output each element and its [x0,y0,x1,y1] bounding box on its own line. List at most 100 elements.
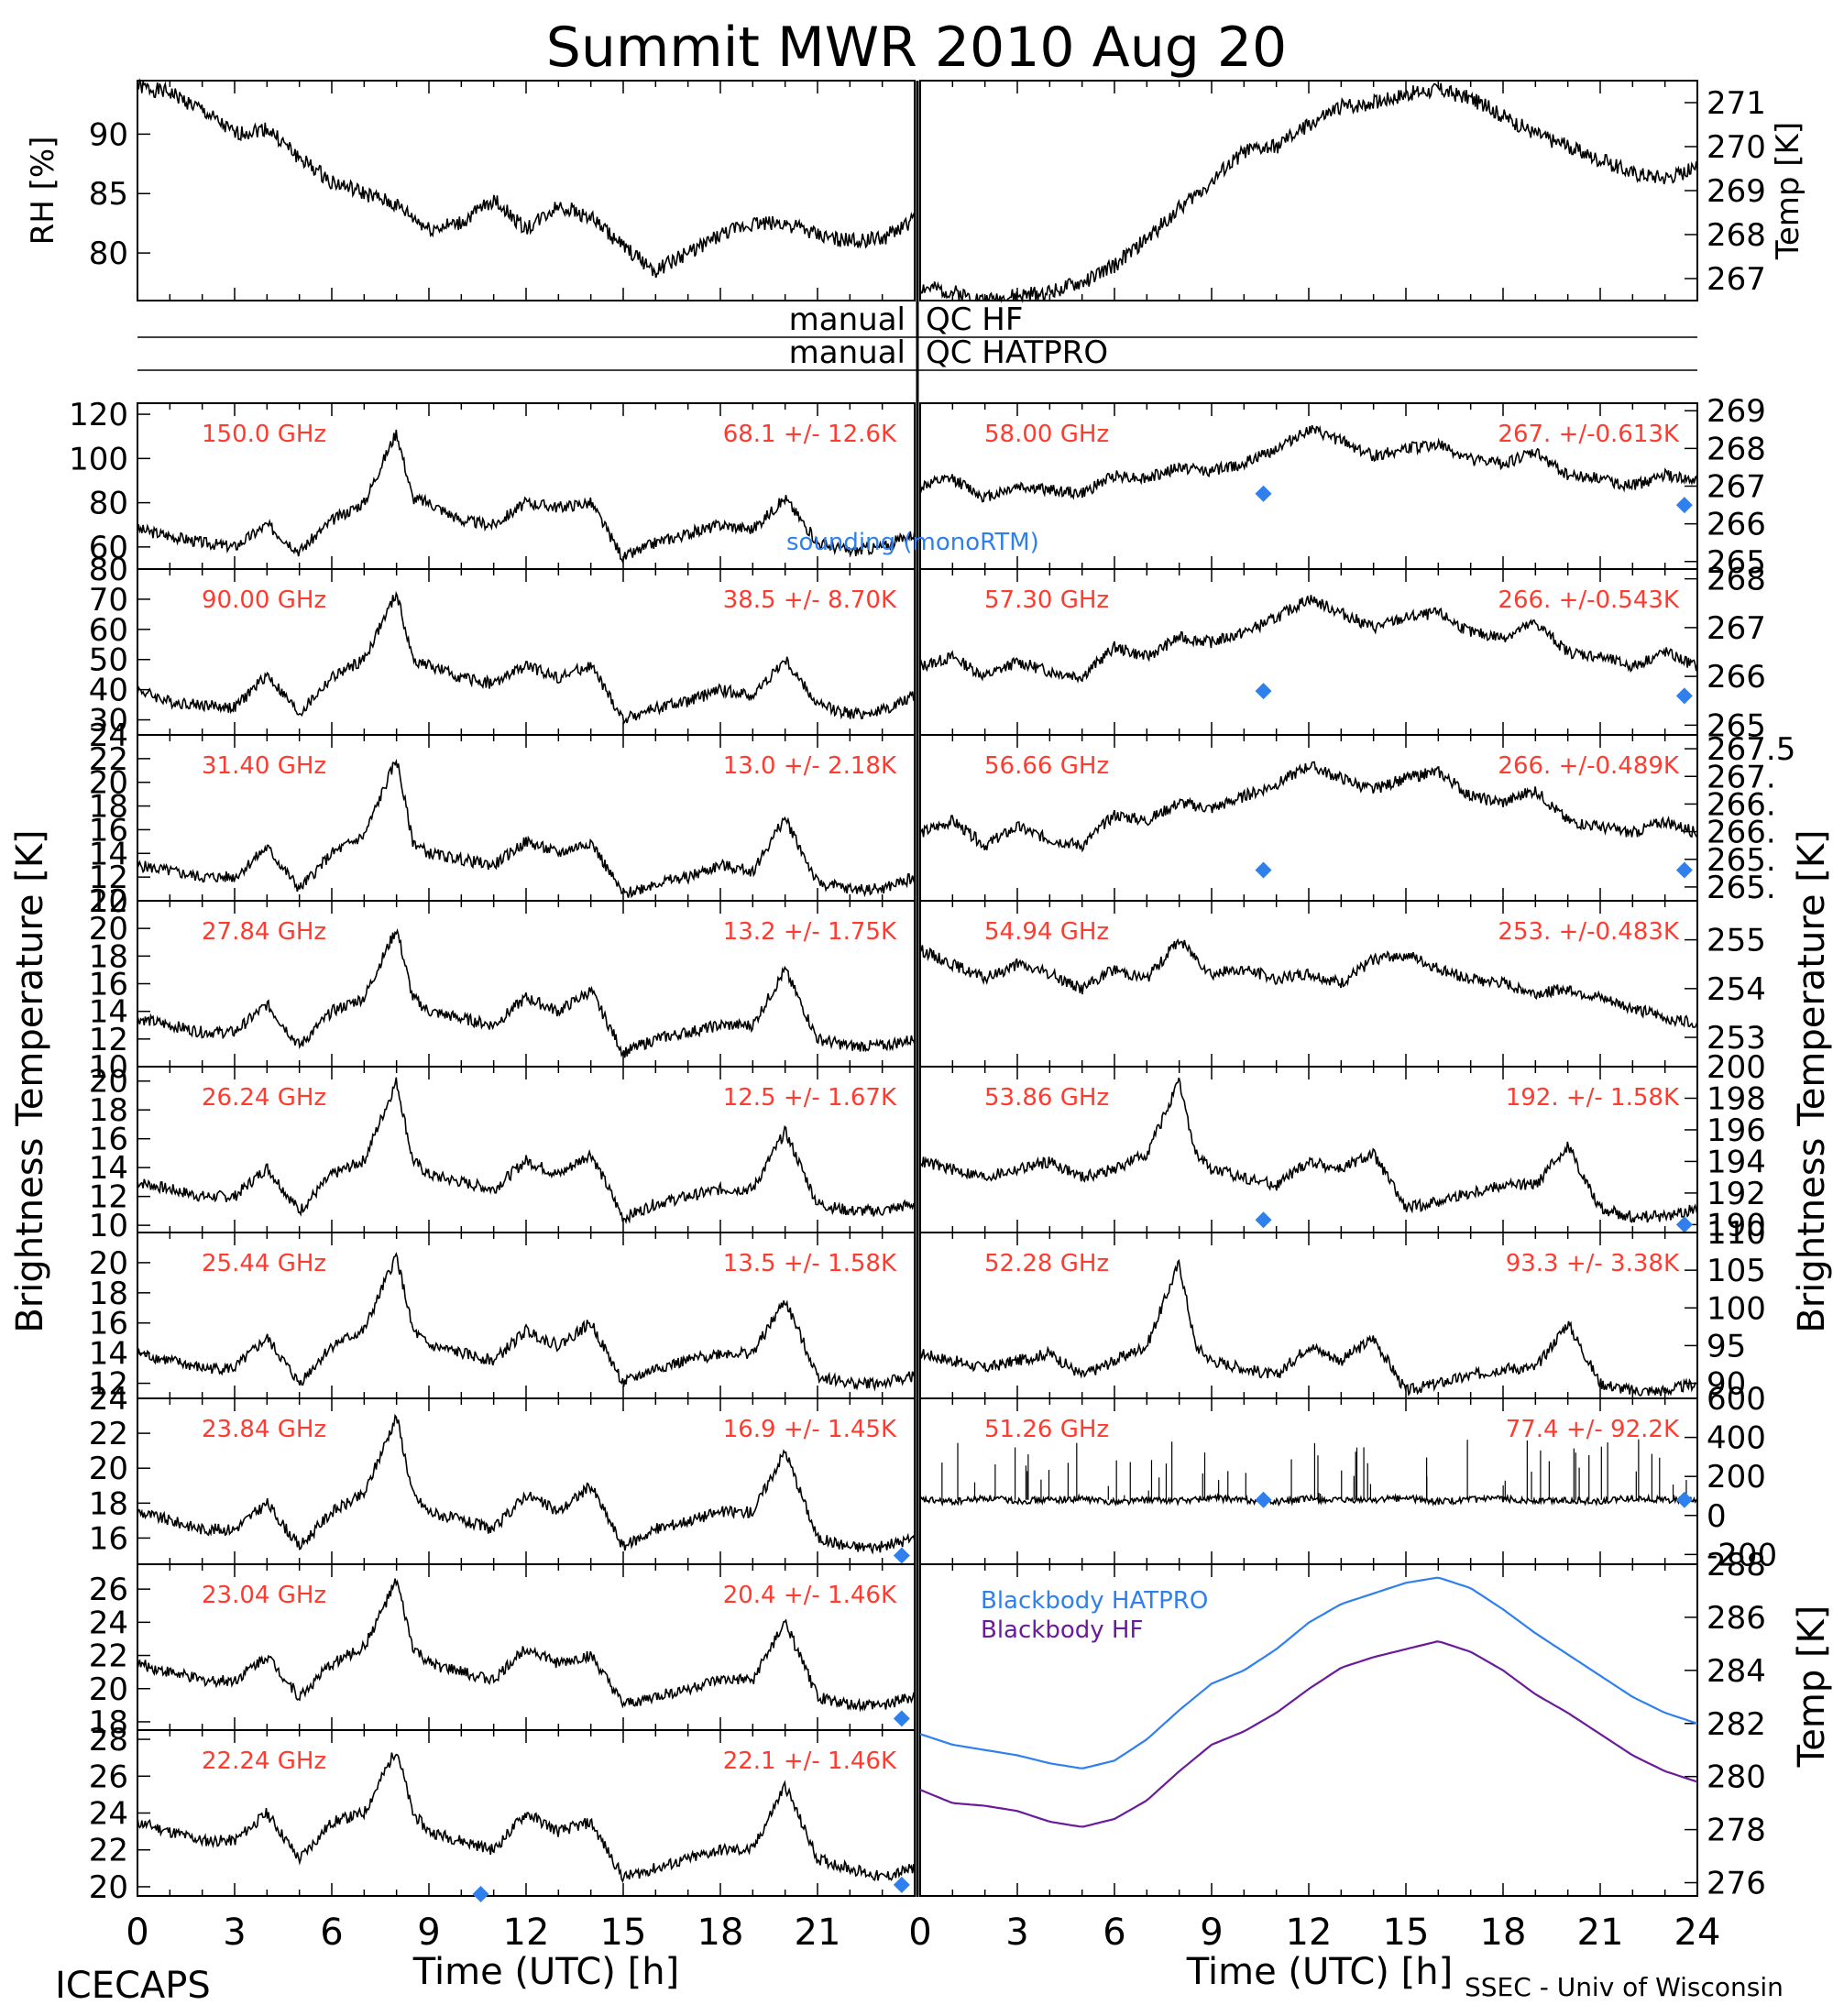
y-tick-label: 22 [89,1833,128,1869]
series-line-f5666-0 [919,761,1697,853]
panel-f5730: 265 266 267 268 57.30 GHz 266. +/-0.543K [919,562,1766,744]
qc-label-left-1: manual [789,301,906,338]
x-tick-label-left: 12 [503,1912,550,1954]
freq-label-f5228: 52.28 GHz [984,1250,1109,1277]
y-tick-label: 26 [89,1572,128,1608]
freq-label-f5666: 56.66 GHz [984,752,1109,780]
y-tick-label: 0 [1707,1498,1727,1535]
y-tick-label: 20 [89,765,128,802]
legend-entry-1: Blackbody HF [981,1616,1143,1644]
sounding-marker [1255,683,1272,700]
y-tick-label: 255 [1707,923,1766,959]
y-tick-label: 60 [89,612,128,649]
stat-label-f2384: 16.9 +/- 1.45K [723,1416,897,1443]
y-tick-label: -200 [1707,1537,1777,1573]
y-tick-label: 194 [1707,1144,1766,1180]
freq-label-f90: 90.00 GHz [202,586,326,614]
series-line-f3140-0 [137,758,916,899]
stat-label-f2544: 13.5 +/- 1.58K [723,1250,897,1277]
stat-label-f5228: 93.3 +/- 3.38K [1506,1250,1680,1277]
sounding-marker [1675,687,1693,705]
y-tick-label: 105 [1707,1253,1766,1289]
freq-label-f5800: 58.00 GHz [984,421,1109,448]
x-tick-label-left: 0 [126,1912,148,1954]
chart-title: Summit MWR 2010 Aug 20 [546,16,1287,80]
stat-label-f90: 38.5 +/- 8.70K [723,586,897,614]
y-tick-label: 10 [89,1049,128,1086]
series-line-rh-0 [137,78,916,279]
stat-label-f5730: 266. +/-0.543K [1498,586,1680,614]
y-tick-label: 265 [1707,707,1766,744]
series-line-f5126-0 [919,1492,1698,1507]
sounding-marker [893,1876,910,1893]
y-tick-label: 265 [1707,544,1766,581]
series-line-blackbody-0 [919,1576,1698,1769]
y-tick-label: 20 [89,1245,128,1282]
y-tick-label: 28 [89,1722,128,1759]
x-tick-label-left: 18 [697,1912,744,1954]
panel-frame-rh [137,80,916,301]
series-line-f5228-0 [919,1258,1698,1397]
footer-left: ICECAPS [55,1965,211,2007]
y-tick-label: 196 [1707,1112,1766,1149]
y-tick-label: 100 [69,441,128,477]
y-tick-label: 266 [1707,507,1766,543]
y-tick-label: 200 [1707,1049,1766,1086]
y-tick-label: 400 [1707,1420,1766,1457]
x-tick-label-right: 21 [1577,1912,1624,1954]
y-tick-label: 26 [89,1759,128,1795]
sounding-marker [893,1710,910,1727]
y-tick-label: 278 [1707,1813,1766,1849]
panel-blackbody: 276 278 280 282 284 286 288 Blackbody HATPROBla… [919,1547,1766,1902]
sounding-marker [1675,1216,1693,1233]
y-tick-label: 20 [89,1064,128,1101]
y-tick-label: 20 [89,911,128,948]
freq-label-f3140: 31.40 GHz [202,752,326,780]
qc-label-right-2: QC HATPRO [926,334,1108,371]
sounding-marker [1675,497,1693,514]
y-tick-label: 276 [1707,1866,1766,1902]
y-tick-label: 18 [89,1276,128,1312]
y-tick-label: 20 [89,1451,128,1487]
y-tick-label: 254 [1707,971,1766,1008]
y-tick-label: 269 [1707,173,1766,210]
y-tick-label: 60 [89,530,128,566]
stat-label-f5386: 192. +/- 1.58K [1506,1084,1680,1112]
x-tick-label-right: 24 [1674,1912,1721,1954]
series-line-f5494-0 [919,937,1698,1028]
sounding-marker [1255,1491,1272,1508]
freq-label-f2624: 26.24 GHz [202,1084,326,1112]
y-tick-label: 268 [1707,431,1766,467]
y-tick-label: 288 [1707,1547,1766,1583]
panel-frame-temp [919,80,1698,301]
stat-label-f5666: 266. +/-0.489K [1498,752,1680,780]
x-tick-label-left: 6 [320,1912,343,1954]
y-tick-label: 100 [1707,1290,1766,1327]
y-tick-label: 266. [1707,786,1776,823]
freq-label-f2224: 22.24 GHz [202,1748,326,1775]
y-tick-label: 12 [89,1179,128,1216]
y-tick-label: 24 [89,718,128,754]
y-tick-label: 10 [89,883,128,920]
x-tick-label-right: 0 [908,1912,931,1954]
y-tick-label: 85 [89,176,128,213]
sounding-label: sounding (monoRTM) [786,529,1039,556]
stat-label-f5494: 253. +/-0.483K [1498,918,1680,946]
x-tick-label-right: 3 [1005,1912,1028,1954]
y-tick-label: 266. [1707,815,1776,851]
x-tick-label-left: 9 [417,1912,440,1954]
y-tick-label: 120 [69,397,128,433]
sounding-marker [1675,861,1693,879]
y-tick-label: 267. [1707,759,1776,795]
panel-rh: 80 85 90 RH [%] [25,78,916,301]
sounding-marker [1255,1211,1272,1229]
y-tick-label: 18 [89,938,128,975]
freq-label-f2384: 23.84 GHz [202,1416,326,1443]
